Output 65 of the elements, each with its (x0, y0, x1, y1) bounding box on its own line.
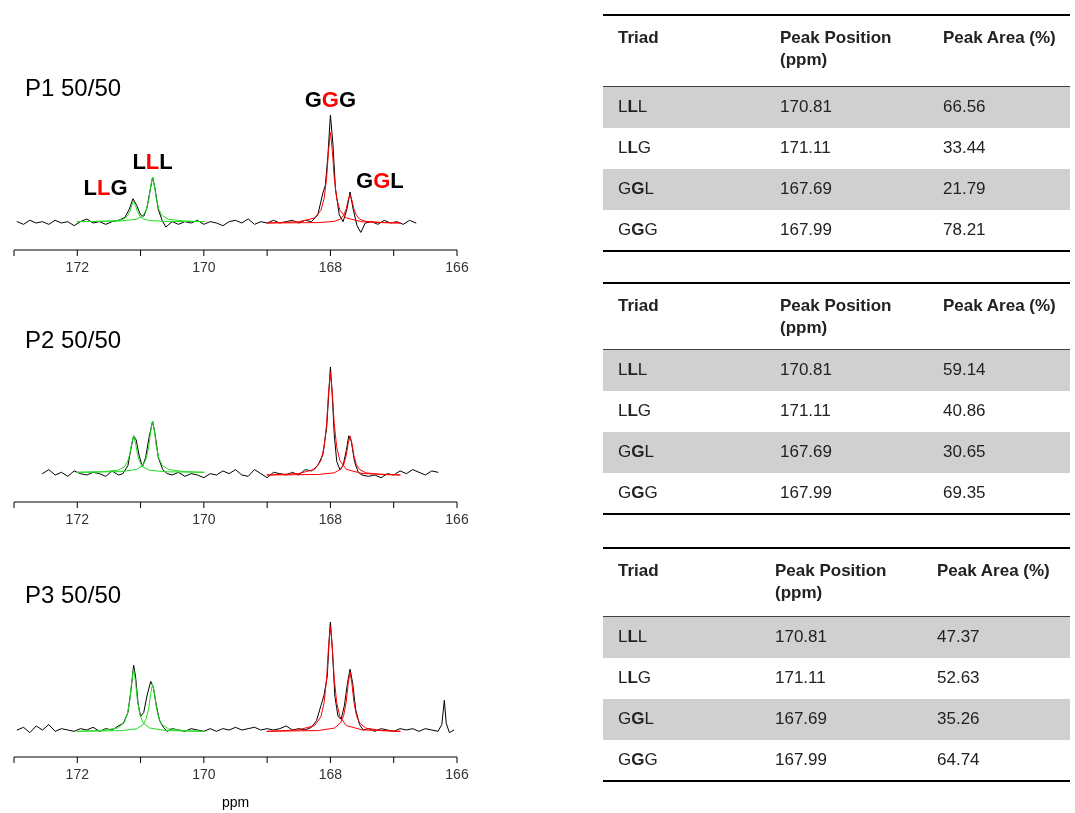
data-label: 59.14 (943, 359, 986, 379)
chart-title: P1 50/50 (25, 74, 122, 102)
data-label: 167.99 (775, 749, 827, 769)
x-tick-label: 166 (445, 259, 469, 275)
y-tick-label: LLG (618, 137, 652, 157)
data-label: 167.99 (780, 482, 832, 502)
data-label: 33.44 (943, 137, 986, 157)
annotation: LLG (83, 174, 128, 200)
data-label: 30.65 (943, 441, 986, 461)
x-tick-label: Peak Position (ppm) (780, 296, 892, 337)
data-label: 170.81 (780, 359, 832, 379)
data-label: 171.11 (780, 137, 831, 157)
y-tick-label: LLL (618, 96, 648, 116)
y-axis-title: Triad (618, 296, 659, 315)
y-tick-label: GGL (618, 441, 654, 461)
x-tick-label: Peak Area (%) (937, 561, 1050, 580)
data-label: 171.11 (780, 400, 831, 420)
chart-title: P3 50/50 (25, 581, 122, 609)
y-tick-label: GGL (618, 178, 654, 198)
y-tick-label: LLL (618, 359, 648, 379)
x-axis-title: ppm (221, 794, 250, 810)
data-label: 167.69 (780, 441, 832, 461)
x-tick-label: 166 (445, 766, 469, 782)
chart-title: P2 50/50 (25, 326, 122, 354)
data-label: 78.21 (943, 219, 986, 239)
x-tick-label: 170 (192, 766, 216, 782)
data-label: 171.11 (775, 667, 826, 687)
data-label: 47.37 (937, 626, 980, 646)
data-label: 52.63 (937, 667, 980, 687)
data-label: 35.26 (937, 708, 980, 728)
y-tick-label: GGG (618, 219, 658, 239)
y-tick-label: GGG (618, 482, 658, 502)
annotation: LLL (132, 149, 173, 175)
x-tick-label: 172 (65, 511, 90, 527)
x-tick-label: 168 (318, 511, 343, 527)
data-label: 170.81 (780, 96, 832, 116)
y-tick-label: GGG (618, 749, 658, 769)
y-axis-title: Triad (618, 561, 659, 580)
x-tick-label: Peak Position (ppm) (775, 561, 887, 602)
data-label: 21.79 (943, 178, 986, 198)
data-label: 64.74 (937, 749, 980, 769)
y-axis-title: Triad (618, 28, 659, 47)
x-tick-label: 172 (65, 766, 90, 782)
annotation: GGG (304, 87, 357, 112)
data-label: 66.56 (943, 96, 986, 116)
x-tick-label: 168 (318, 259, 343, 275)
x-tick-label: 166 (445, 511, 469, 527)
x-tick-label: 170 (192, 259, 216, 275)
x-tick-label: Peak Area (%) (943, 28, 1056, 47)
data-label: 167.69 (780, 178, 832, 198)
data-label: 167.99 (780, 219, 832, 239)
x-tick-label: 172 (65, 259, 90, 275)
x-tick-label: 168 (318, 766, 343, 782)
y-tick-label: LLL (618, 626, 648, 646)
data-label: 167.69 (775, 708, 827, 728)
x-tick-label: 170 (192, 511, 216, 527)
y-tick-label: GGL (618, 708, 654, 728)
y-tick-label: LLG (618, 400, 652, 420)
data-label: 40.86 (943, 400, 986, 420)
x-tick-label: Peak Position (ppm) (780, 28, 892, 69)
y-tick-label: LLG (618, 667, 652, 687)
annotation: GGL (356, 167, 404, 193)
data-label: 69.35 (943, 482, 986, 502)
x-tick-label: Peak Area (%) (943, 296, 1056, 315)
data-label: 170.81 (775, 626, 827, 646)
